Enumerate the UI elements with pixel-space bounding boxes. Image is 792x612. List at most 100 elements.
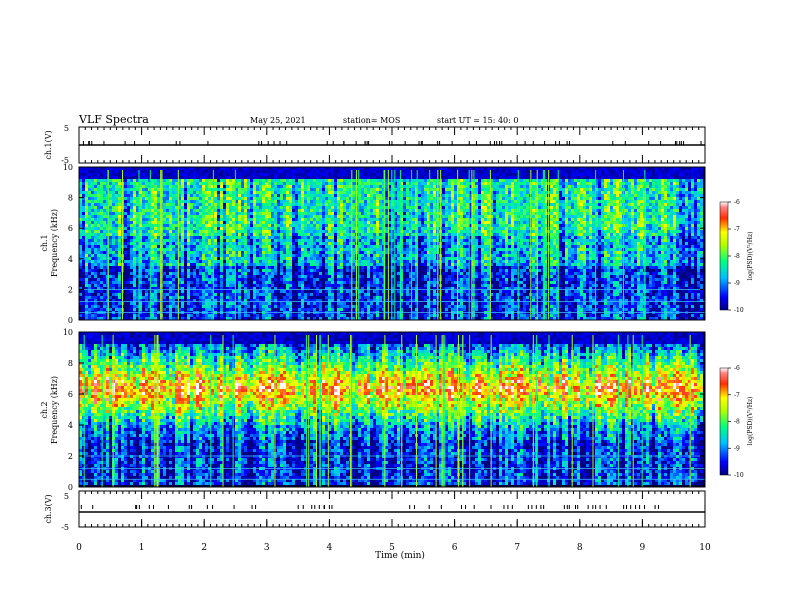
spectrogram-cell (97, 305, 100, 308)
spectrogram-cell (343, 302, 346, 305)
spectrogram-cell (331, 230, 334, 233)
spectrogram-cell (193, 209, 196, 212)
spectrogram-cell (268, 185, 271, 188)
spectrogram-cell (127, 275, 130, 278)
spectrogram-cell (82, 182, 85, 185)
spectrogram-cell (118, 224, 121, 227)
spectrogram-cell (247, 293, 250, 296)
spectrogram-cell (307, 290, 310, 293)
spectrogram-cell (307, 284, 310, 287)
spectrogram-cell (82, 254, 85, 257)
spectrogram-cell (85, 314, 88, 317)
spectrogram-cell (328, 299, 331, 302)
spectrogram-cell (196, 245, 199, 248)
spectrogram-cell (100, 254, 103, 257)
spectrogram-cell (112, 242, 115, 245)
spectrogram-cell (262, 257, 265, 260)
spectrogram-cell (289, 293, 292, 296)
spectrogram-cell (286, 182, 289, 185)
spectrogram-cell (313, 275, 316, 278)
spectrogram-cell (103, 272, 106, 275)
spectrogram-cell (343, 197, 346, 200)
spectrogram-cell (157, 173, 160, 176)
spectrogram-cell (184, 179, 187, 182)
spectrogram-cell (211, 221, 214, 224)
spectrogram-cell (94, 272, 97, 275)
spectrogram-cell (286, 275, 289, 278)
spectrogram-cell (178, 299, 181, 302)
spectrogram-cell (193, 224, 196, 227)
spectrogram-cell (256, 230, 259, 233)
spectrogram-cell (214, 212, 217, 215)
spectrogram-cell (112, 254, 115, 257)
spectrogram-cell (322, 236, 325, 239)
spectrogram-cell (133, 242, 136, 245)
spectrogram-cell (184, 314, 187, 317)
spectrogram-cell (187, 251, 190, 254)
spectrogram-cell (265, 173, 268, 176)
spectrogram-cell (136, 263, 139, 266)
spectrogram-cell (349, 305, 352, 308)
spectrogram-cell (205, 221, 208, 224)
spectrogram-cell (298, 245, 301, 248)
spectrogram-cell (109, 203, 112, 206)
spectrogram-cell (199, 254, 202, 257)
spectrogram-cell (196, 263, 199, 266)
spectrogram-cell (181, 251, 184, 254)
spectrogram-cell (244, 227, 247, 230)
spectrogram-cell (268, 239, 271, 242)
spectrogram-cell (307, 215, 310, 218)
spectrogram-cell (301, 299, 304, 302)
spectrogram-cell (268, 218, 271, 221)
spectrogram-cell (340, 287, 343, 290)
spectrogram-cell (346, 218, 349, 221)
spectrogram-cell (97, 317, 100, 320)
spectrogram-cell (274, 308, 277, 311)
spectrogram-cell (262, 269, 265, 272)
spectrogram-cell (289, 257, 292, 260)
spectrogram-cell (229, 281, 232, 284)
spectrogram-cell (145, 317, 148, 320)
spectrogram-cell (262, 287, 265, 290)
spectrogram-cell (136, 176, 139, 179)
spectrogram-cell (316, 317, 319, 320)
spectrogram-cell (226, 233, 229, 236)
spectrogram-cell (217, 302, 220, 305)
spectrogram-cell (97, 230, 100, 233)
spectrogram-cell (334, 251, 337, 254)
spectrogram-cell (157, 305, 160, 308)
spectrogram-cell (283, 215, 286, 218)
spectrogram-cell (280, 215, 283, 218)
spectrogram-cell (313, 170, 316, 173)
spectrogram-cell (217, 245, 220, 248)
spectrogram-cell (175, 275, 178, 278)
spectrogram-cell (217, 185, 220, 188)
spectrogram-cell (118, 185, 121, 188)
spectrogram-cell (88, 203, 91, 206)
spectrogram-cell (313, 245, 316, 248)
spectrogram-cell (298, 173, 301, 176)
spectrogram-cell (271, 227, 274, 230)
spectrogram-cell (130, 200, 133, 203)
spectrogram-cell (130, 230, 133, 233)
spectrogram-cell (310, 236, 313, 239)
spectrogram-cell (277, 308, 280, 311)
spectrogram-cell (292, 230, 295, 233)
spectrogram-cell (310, 176, 313, 179)
spectrogram-cell (214, 239, 217, 242)
spectrogram-cell (274, 236, 277, 239)
spectrogram-cell (268, 224, 271, 227)
spectrogram-cell (217, 206, 220, 209)
spectrogram-cell (244, 185, 247, 188)
spectrogram-cell (217, 215, 220, 218)
spectrogram-cell (85, 317, 88, 320)
spectrogram-cell (346, 236, 349, 239)
spectrogram-cell (343, 305, 346, 308)
spectrogram-cell (184, 236, 187, 239)
spectrogram-cell (178, 230, 181, 233)
spectrogram-cell (352, 188, 355, 191)
spectrogram-cell (253, 209, 256, 212)
spectrogram-cell (109, 212, 112, 215)
spectrogram-cell (217, 296, 220, 299)
spectrogram-cell (352, 185, 355, 188)
